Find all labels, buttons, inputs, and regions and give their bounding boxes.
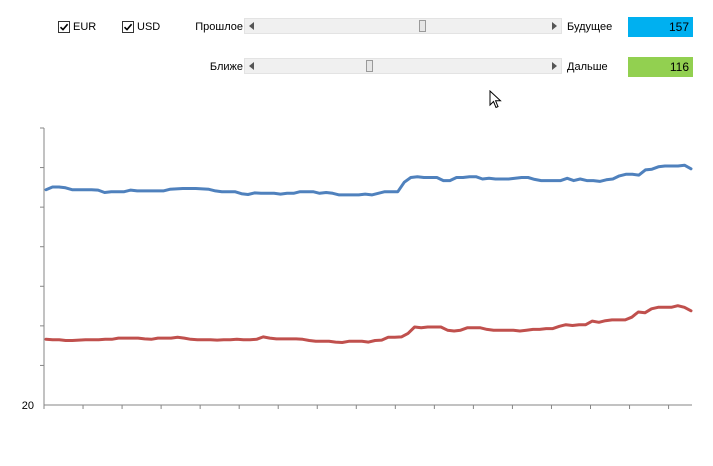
checkbox-eur-label: EUR: [73, 21, 97, 33]
slider-near-label: Ближе: [209, 61, 243, 73]
slider-far-label: Дальше: [567, 61, 608, 73]
slider-past-future[interactable]: [244, 18, 562, 34]
scroll-left-arrow-icon[interactable]: [245, 19, 259, 33]
series-line-1: [44, 304, 693, 344]
scroll-right-arrow-icon[interactable]: [547, 19, 561, 33]
slider-past-future-thumb[interactable]: [419, 20, 427, 32]
series-line-0: [44, 163, 693, 197]
y-tick-label: 20: [22, 400, 34, 412]
slider-near-far-thumb[interactable]: [365, 60, 373, 72]
check-icon: [59, 23, 69, 31]
slider-near-far[interactable]: [244, 58, 562, 74]
checkbox-eur[interactable]: EUR: [58, 20, 96, 34]
check-icon: [123, 23, 133, 31]
checkbox-usd-box[interactable]: [122, 21, 134, 33]
slider-past-label: Прошлое: [195, 21, 243, 33]
checkbox-eur-box[interactable]: [58, 21, 70, 33]
slider-near-far-value: 116: [628, 57, 693, 77]
checkbox-usd-label: USD: [137, 21, 161, 33]
slider-past-future-value: 157: [628, 17, 693, 37]
mouse-cursor-icon: [489, 90, 502, 109]
checkbox-usd[interactable]: USD: [122, 20, 160, 34]
scroll-left-arrow-icon[interactable]: [245, 59, 259, 73]
scroll-right-arrow-icon[interactable]: [547, 59, 561, 73]
slider-future-label: Будущее: [567, 21, 613, 33]
